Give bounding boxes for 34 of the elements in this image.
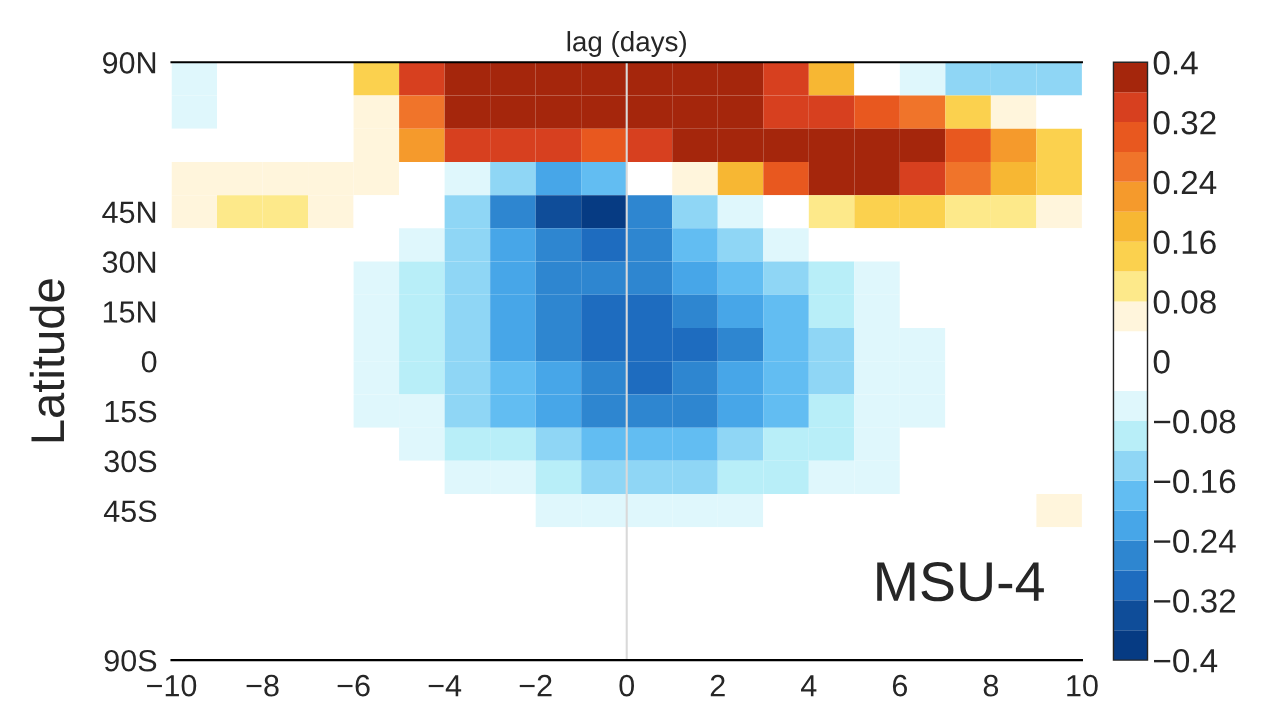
x-tick-label: −10: [147, 674, 197, 697]
y-tick-label: 30N: [102, 251, 156, 273]
x-tick-label: 2: [710, 674, 725, 697]
x-tick-label: −6: [337, 674, 370, 697]
color-bar-label: 0.4: [1153, 51, 1198, 75]
x-tick-label: −8: [246, 674, 279, 697]
color-bar-label: 0.24: [1153, 170, 1217, 195]
chart-title: lag (days): [567, 31, 686, 57]
color-bar-label: 0.08: [1153, 290, 1216, 314]
color-bar-label: −0.24: [1154, 529, 1236, 553]
color-bar-label: 0.32: [1153, 110, 1216, 135]
y-tick-label: 30S: [104, 450, 157, 473]
x-tick-label: 8: [983, 674, 999, 697]
y-tick-label: 90S: [104, 649, 157, 672]
color-bar-label: −0.16: [1154, 469, 1236, 494]
y-tick-label: 45S: [103, 500, 157, 523]
annotation: MSU-4: [877, 562, 1044, 602]
color-bar-label: −0.08: [1154, 409, 1236, 434]
y-tick-label: 45N: [102, 201, 156, 224]
y-tick-label: 15N: [103, 301, 156, 323]
x-tick-label: 6: [892, 674, 907, 697]
color-bar-label: −0.32: [1154, 589, 1236, 613]
y-tick-label: 0: [141, 350, 157, 373]
color-bar-label: 0: [1153, 350, 1170, 374]
x-tick-label: −2: [519, 674, 552, 697]
y-tick-label: 90N: [102, 52, 156, 74]
y-axis-title: Latitude: [29, 279, 65, 442]
x-tick-label: 10: [1067, 674, 1098, 697]
x-tick-label: 4: [801, 675, 817, 697]
x-tick-label: −4: [428, 675, 462, 697]
x-tick-label: 0: [619, 674, 635, 697]
color-bar-label: −0.4: [1154, 648, 1218, 673]
color-bar-label: 0.16: [1153, 230, 1216, 255]
y-tick-label: 15S: [105, 400, 157, 423]
